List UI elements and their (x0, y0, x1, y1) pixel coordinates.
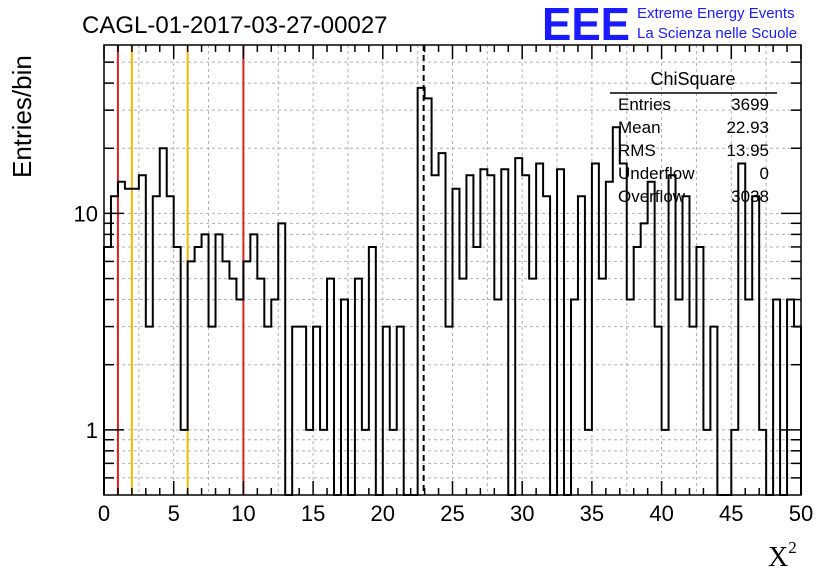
stats-box-rows: Entries 3699 Mean 22.93 RMS 13.95 Underflow 0 Ov… (618, 95, 769, 206)
x-tick-label: 10 (231, 501, 255, 526)
x-tick-label: 25 (440, 501, 464, 526)
reference-lines (116, 45, 425, 495)
x-tick-label: 40 (649, 501, 673, 526)
stats-row-label: Entries (618, 95, 671, 114)
stats-row-label: RMS (618, 141, 656, 160)
stats-row-value: 0 (760, 164, 769, 183)
x-tick-label: 5 (168, 501, 180, 526)
x-axis-label: X2 (768, 538, 797, 572)
x-tick-label: 45 (719, 501, 743, 526)
x-axis-label-base: X (768, 542, 788, 572)
histogram-outline (103, 86, 802, 496)
stats-row-value: 13.95 (726, 141, 769, 160)
y-tick-labels: 1 10 (74, 201, 98, 442)
x-tick-label: 50 (789, 501, 813, 526)
stats-box-title: ChiSquare (650, 69, 735, 89)
logo-mark: EEE (542, 0, 630, 50)
eee-logo: EEE Extreme Energy Events La Scienza nel… (542, 0, 797, 50)
logo-line-1: Extreme Energy Events (637, 5, 795, 22)
y-tick-label: 10 (74, 201, 98, 226)
x-tick-labels: 0 5 10 15 20 25 30 35 40 45 50 (98, 501, 813, 526)
y-axis-label: Entries/bin (7, 55, 37, 178)
stats-row-label: Underflow (618, 164, 695, 183)
stats-row-value: 3699 (731, 95, 769, 114)
x-tick-label: 20 (371, 501, 395, 526)
stats-row-label: Overflow (618, 187, 686, 206)
stats-row-label: Mean (618, 118, 661, 137)
stats-row-value: 3038 (731, 187, 769, 206)
axis-ticks (103, 45, 802, 495)
x-tick-label: 0 (98, 501, 110, 526)
y-tick-label: 1 (86, 418, 98, 443)
stats-box: ChiSquare Entries 3699 Mean 22.93 RMS 13.95 Un… (610, 69, 777, 206)
stats-row-value: 22.93 (726, 118, 769, 137)
logo-line-2: La Scienza nelle Scuole (637, 25, 797, 42)
x-axis-label-superscript: 2 (788, 538, 797, 557)
x-tick-label: 30 (510, 501, 534, 526)
x-tick-label: 35 (580, 501, 604, 526)
chart-title: CAGL-01-2017-03-27-00027 (82, 12, 388, 39)
x-tick-label: 15 (301, 501, 325, 526)
